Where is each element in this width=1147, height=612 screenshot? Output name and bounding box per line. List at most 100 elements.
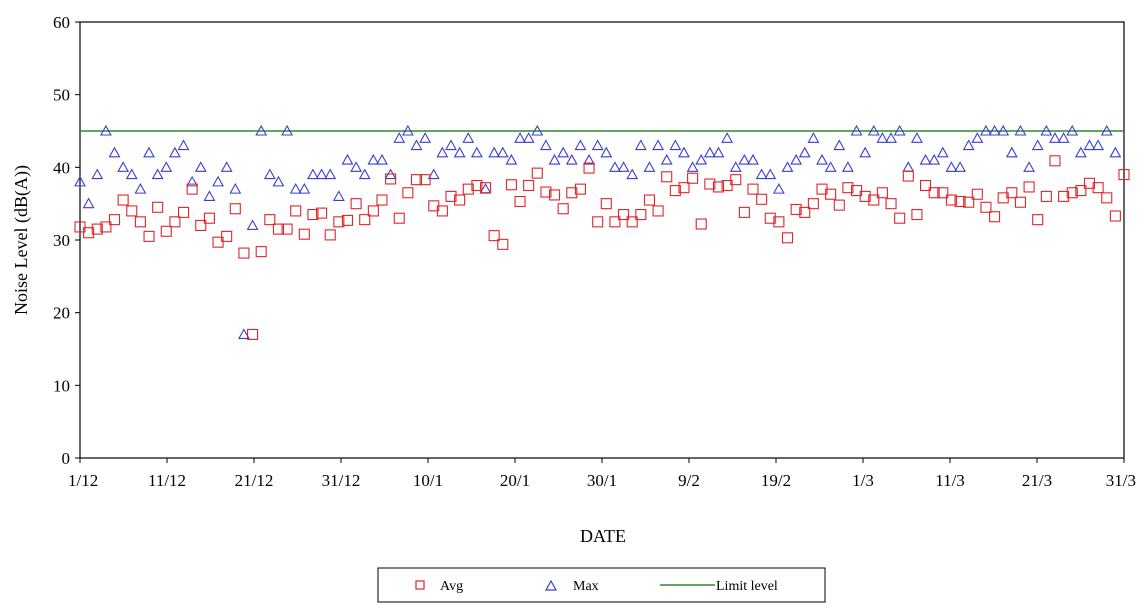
avg-point xyxy=(255,246,267,258)
max-point xyxy=(910,132,923,143)
max-point xyxy=(151,168,164,180)
max-point xyxy=(790,153,803,165)
avg-point xyxy=(152,201,164,213)
avg-point xyxy=(229,203,241,215)
avg-point xyxy=(203,212,215,224)
max-point xyxy=(841,161,854,172)
avg-point xyxy=(600,198,612,210)
avg-point xyxy=(807,198,819,210)
avg-point xyxy=(402,187,414,199)
avg-point xyxy=(1092,182,1104,194)
avg-point xyxy=(1032,214,1044,226)
avg-point xyxy=(212,236,224,248)
avg-point xyxy=(937,187,949,199)
x-tick-label: 31/12 xyxy=(322,471,361,490)
max-point xyxy=(652,139,665,151)
max-point xyxy=(712,146,725,158)
max-point xyxy=(367,153,380,165)
avg-point xyxy=(652,205,664,217)
avg-point xyxy=(1066,187,1078,199)
max-point xyxy=(160,161,173,172)
max-point xyxy=(764,168,777,180)
max-point xyxy=(798,146,811,158)
max-point xyxy=(341,153,354,165)
avg-point xyxy=(661,171,673,183)
max-point xyxy=(876,132,889,143)
avg-point xyxy=(1023,181,1035,193)
max-point xyxy=(445,139,457,151)
max-point xyxy=(936,146,949,158)
avg-point xyxy=(1040,190,1052,202)
max-point xyxy=(1057,132,1070,143)
max-point xyxy=(850,124,863,136)
max-point xyxy=(678,146,690,158)
x-tick-label: 21/3 xyxy=(1022,471,1052,490)
avg-point xyxy=(471,179,483,192)
max-point xyxy=(1083,139,1096,151)
max-point xyxy=(410,139,423,151)
max-point xyxy=(971,132,984,143)
avg-point xyxy=(324,229,336,241)
avg-point xyxy=(764,212,776,224)
max-point xyxy=(945,161,958,172)
avg-point xyxy=(117,194,129,206)
max-point xyxy=(781,161,794,172)
avg-point xyxy=(1075,185,1087,197)
max-point xyxy=(470,146,483,158)
x-tick-label: 1/12 xyxy=(68,471,98,490)
max-point xyxy=(833,139,846,151)
avg-point xyxy=(238,247,250,259)
max-point xyxy=(298,183,311,194)
max-point xyxy=(557,146,570,158)
avg-point xyxy=(687,172,699,184)
avg-point xyxy=(850,185,863,197)
avg-point xyxy=(462,183,474,195)
avg-point xyxy=(773,216,785,228)
avg-point xyxy=(868,194,880,206)
avg-point xyxy=(479,182,492,194)
avg-point xyxy=(74,221,86,233)
max-point xyxy=(1066,124,1079,136)
max-point xyxy=(514,132,526,143)
max-point xyxy=(738,153,751,165)
legend-avg-label: Avg xyxy=(440,579,463,594)
x-tick-label: 9/2 xyxy=(678,471,700,490)
max-point xyxy=(574,139,587,151)
max-point xyxy=(108,146,121,158)
max-point xyxy=(643,161,656,172)
y-tick-label: 0 xyxy=(62,449,71,468)
max-point xyxy=(893,124,906,136)
avg-point xyxy=(454,194,466,206)
avg-point xyxy=(341,214,354,226)
max-point xyxy=(772,183,785,194)
max-point xyxy=(565,153,578,165)
max-point xyxy=(99,124,112,136)
max-point xyxy=(505,153,518,165)
max-point xyxy=(436,146,449,158)
max-point xyxy=(194,161,207,172)
max-point xyxy=(1031,139,1044,151)
max-point xyxy=(1014,124,1027,136)
avg-point xyxy=(497,238,509,250)
max-point xyxy=(609,161,621,172)
max-point xyxy=(816,153,828,165)
avg-point xyxy=(264,214,276,226)
max-point xyxy=(980,124,992,136)
avg-point xyxy=(902,170,914,182)
max-point xyxy=(229,183,242,194)
max-point xyxy=(255,124,268,136)
avg-point xyxy=(523,179,535,192)
avg-point xyxy=(557,203,569,215)
max-point xyxy=(703,146,716,158)
avg-point xyxy=(350,198,362,210)
avg-point xyxy=(376,194,388,206)
x-tick-label: 20/1 xyxy=(500,471,530,490)
avg-point xyxy=(825,188,837,200)
avg-point xyxy=(91,223,103,235)
max-point xyxy=(522,132,535,143)
max-point xyxy=(962,139,975,151)
avg-point xyxy=(859,190,871,202)
x-tick-label: 19/2 xyxy=(761,471,791,490)
max-point xyxy=(237,328,250,340)
